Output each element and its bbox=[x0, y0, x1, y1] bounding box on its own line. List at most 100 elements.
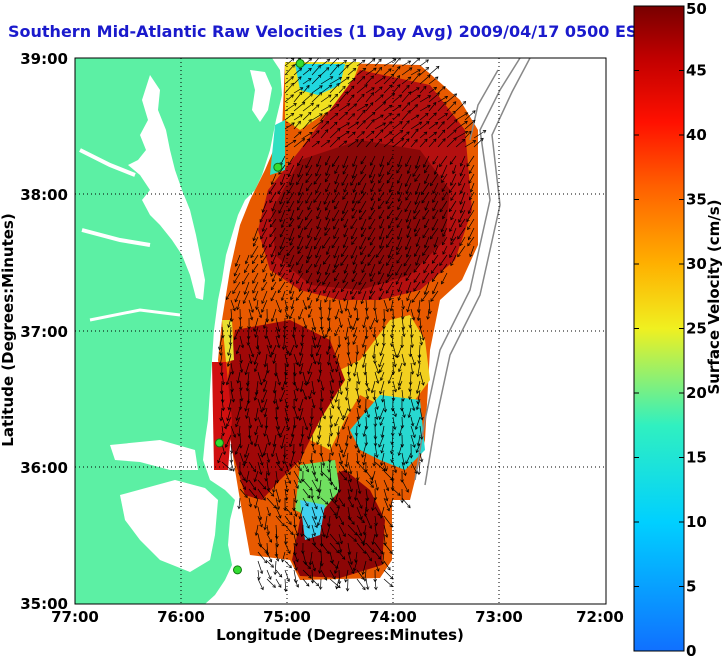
velocity-arrow bbox=[289, 308, 295, 319]
velocity-arrow-head bbox=[270, 318, 275, 323]
velocity-arrow bbox=[391, 434, 394, 445]
velocity-arrow bbox=[311, 479, 319, 492]
velocity-arrow-head bbox=[389, 139, 394, 143]
velocity-arrow bbox=[347, 497, 354, 508]
velocity-arrow bbox=[264, 515, 268, 530]
velocity-arrow-head bbox=[423, 269, 427, 274]
velocity-arrow-head bbox=[343, 477, 347, 481]
velocity-arrow-head bbox=[400, 344, 404, 349]
velocity-arrow-head bbox=[270, 286, 275, 291]
velocity-arrow bbox=[287, 182, 295, 194]
velocity-arrow bbox=[230, 452, 232, 463]
velocity-arrow bbox=[460, 200, 466, 214]
velocity-arrow-head bbox=[288, 315, 293, 320]
velocity-arrow bbox=[314, 254, 322, 268]
velocity-arrow-head bbox=[414, 104, 418, 108]
velocity-arrow-head bbox=[273, 571, 278, 576]
station-marker bbox=[273, 162, 283, 172]
velocity-arrow-head bbox=[270, 273, 274, 277]
velocity-arrow bbox=[378, 173, 385, 184]
velocity-arrow-head bbox=[433, 251, 437, 256]
velocity-arrow bbox=[230, 335, 232, 346]
velocity-arrow bbox=[329, 578, 341, 588]
velocity-arrow bbox=[338, 131, 350, 139]
plot-frame bbox=[74, 57, 607, 605]
velocity-arrow bbox=[419, 95, 431, 103]
velocity-arrow bbox=[352, 164, 358, 179]
velocity-arrow-head bbox=[396, 75, 401, 79]
velocity-arrow bbox=[374, 138, 382, 148]
velocity-arrow-head bbox=[395, 246, 400, 251]
velocity-arrow-head bbox=[371, 58, 376, 62]
velocity-arrow-head bbox=[298, 76, 302, 80]
velocity-arrow bbox=[275, 497, 280, 510]
velocity-arrow-head bbox=[315, 582, 320, 587]
velocity-arrow-head bbox=[453, 137, 457, 141]
velocity-arrow bbox=[361, 263, 367, 273]
velocity-arrow-head bbox=[297, 216, 301, 220]
velocity-arrow bbox=[346, 380, 349, 391]
velocity-arrow bbox=[416, 398, 421, 410]
velocity-arrow-head bbox=[401, 461, 406, 466]
velocity-arrow-head bbox=[271, 261, 275, 265]
velocity-arrow bbox=[245, 398, 250, 412]
velocity-arrow bbox=[328, 353, 331, 365]
velocity-arrow-head bbox=[252, 328, 257, 333]
velocity-arrow bbox=[397, 182, 403, 195]
velocity-arrow bbox=[218, 335, 223, 350]
velocity-arrow bbox=[329, 362, 334, 373]
velocity-arrow-head bbox=[389, 504, 393, 508]
velocity-arrow bbox=[428, 87, 437, 94]
velocity-arrow-head bbox=[359, 216, 363, 221]
velocity-arrow bbox=[311, 578, 319, 587]
velocity-arrow bbox=[419, 425, 423, 440]
velocity-arrow bbox=[365, 389, 369, 400]
velocity-arrow-head bbox=[318, 369, 323, 374]
velocity-zone-south-red bbox=[225, 320, 345, 500]
velocity-arrow bbox=[261, 290, 268, 304]
velocity-arrow-head bbox=[386, 273, 391, 278]
velocity-arrow bbox=[279, 272, 286, 282]
velocity-arrow bbox=[293, 470, 302, 483]
velocity-arrow-head bbox=[396, 191, 401, 195]
velocity-arrow bbox=[347, 551, 353, 565]
velocity-arrow-head bbox=[332, 199, 336, 204]
velocity-arrow-head bbox=[400, 407, 404, 412]
velocity-arrow bbox=[263, 317, 268, 329]
velocity-arrow-head bbox=[324, 232, 328, 236]
velocity-arrow bbox=[356, 569, 365, 580]
velocity-arrow bbox=[419, 59, 429, 67]
velocity-arrow bbox=[293, 91, 303, 103]
velocity-arrow-head bbox=[268, 558, 273, 563]
velocity-arrow bbox=[467, 236, 475, 247]
velocity-arrow-head bbox=[252, 486, 257, 491]
velocity-arrow bbox=[275, 299, 282, 313]
velocity-arrow bbox=[365, 515, 372, 529]
velocity-arrow bbox=[432, 182, 439, 194]
velocity-arrow bbox=[314, 236, 322, 250]
velocity-arrow bbox=[419, 86, 427, 94]
velocity-arrow bbox=[391, 335, 394, 347]
velocity-arrow bbox=[352, 191, 358, 204]
velocity-arrow-head bbox=[322, 245, 326, 249]
velocity-arrow-head bbox=[336, 83, 340, 87]
velocity-arrow bbox=[398, 380, 403, 390]
velocity-arrow-head bbox=[281, 346, 286, 351]
velocity-arrow bbox=[369, 164, 376, 178]
velocity-arrow-head bbox=[403, 262, 407, 267]
velocity-arrow bbox=[311, 398, 315, 408]
velocity-arrow bbox=[272, 272, 277, 282]
velocity-arrow-head bbox=[415, 449, 420, 454]
velocity-arrow-head bbox=[360, 160, 364, 165]
velocity-arrow-head bbox=[288, 564, 292, 569]
velocity-arrow bbox=[338, 461, 347, 473]
velocity-arrow-head bbox=[397, 206, 401, 211]
velocity-arrow bbox=[265, 470, 268, 481]
velocity-arrow bbox=[284, 569, 290, 582]
velocity-arrow bbox=[293, 121, 301, 130]
velocity-arrow-head bbox=[288, 511, 293, 516]
velocity-arrow-head bbox=[350, 225, 354, 230]
velocity-arrow-head bbox=[362, 433, 367, 437]
velocity-arrow bbox=[284, 362, 287, 375]
velocity-arrow bbox=[343, 407, 349, 419]
